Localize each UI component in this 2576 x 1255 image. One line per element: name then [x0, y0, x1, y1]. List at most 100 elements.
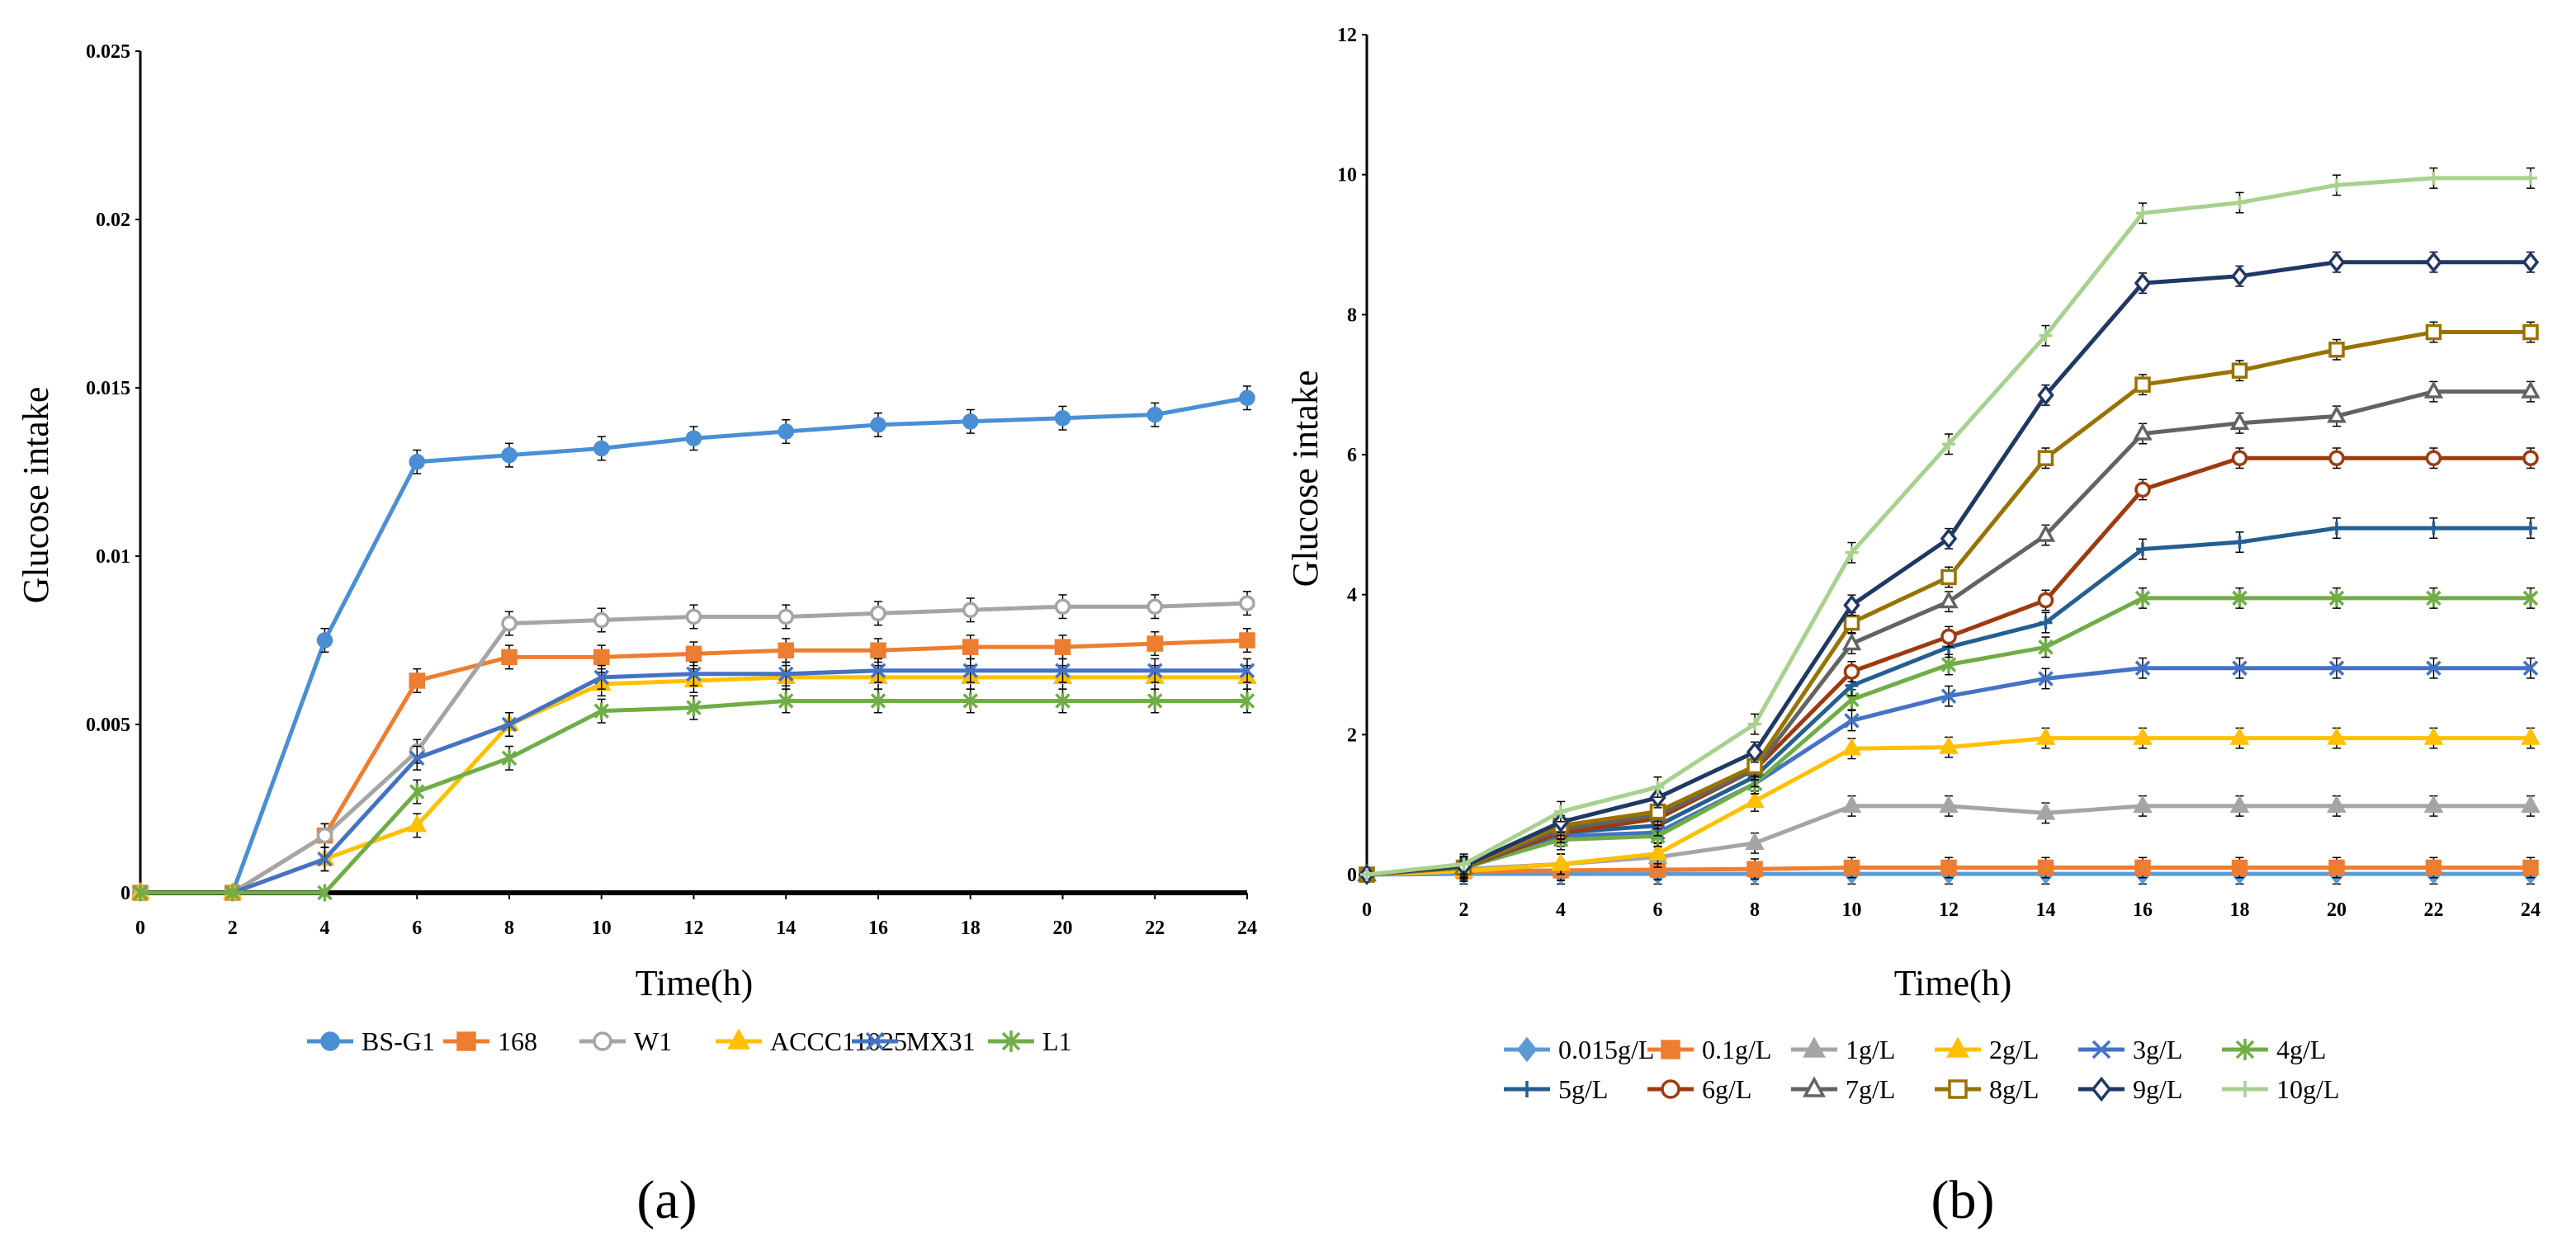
- chart-b-xtick-label: 20: [2327, 899, 2347, 921]
- legend-swatch-marker: [1948, 1079, 1968, 1099]
- legend-swatch-marker: [2092, 1040, 2111, 1059]
- legend-label: 8g/L: [1989, 1074, 2039, 1104]
- data-point: [2425, 251, 2442, 273]
- data-point-stroke: [593, 669, 609, 686]
- data-point: [2328, 450, 2345, 466]
- data-point: [2426, 660, 2441, 676]
- legend-swatch-marker: [320, 1031, 340, 1051]
- data-point-stroke: [409, 750, 425, 767]
- data-point: [2521, 380, 2541, 399]
- data-point: [2330, 178, 2343, 192]
- chart-a-xtick-label: 8: [504, 918, 514, 939]
- data-point: [1551, 853, 1571, 871]
- data-point-stroke: [2522, 660, 2539, 676]
- data-point: [962, 692, 978, 710]
- data-point: [1940, 859, 1957, 876]
- data-point: [501, 649, 518, 666]
- legend-swatch-marker: [865, 1031, 885, 1051]
- chart-b-xtick-label: 12: [1939, 899, 1959, 921]
- data-point: [2035, 727, 2056, 745]
- data-point: [1940, 569, 1957, 586]
- legend-item-168: 168: [443, 1026, 537, 1056]
- data-point: [1239, 389, 1255, 406]
- legend-swatch-marker: [2237, 1081, 2253, 1097]
- data-point: [1746, 861, 1763, 877]
- data-point: [2134, 859, 2151, 876]
- data-point: [870, 663, 886, 678]
- chart-b-xtick-label: 4: [1556, 899, 1566, 921]
- chart-a-xtick-label: 10: [592, 918, 612, 939]
- chart-a-xtick-label: 20: [1053, 918, 1073, 939]
- data-point: [962, 602, 979, 619]
- data-point: [870, 417, 886, 433]
- data-point: [1940, 688, 1957, 704]
- data-point: [2328, 660, 2345, 676]
- chart-b-ytick-label: 0: [1347, 865, 1357, 886]
- data-point: [2522, 450, 2539, 466]
- legend-item-4g-l: 4g/L: [2222, 1035, 2326, 1064]
- data-point-stroke: [2038, 671, 2054, 686]
- data-point: [1942, 437, 1955, 451]
- legend-label: 4g/L: [2276, 1035, 2326, 1064]
- data-point: [2037, 450, 2054, 466]
- data-point: [2522, 323, 2539, 341]
- data-point-stroke: [2328, 660, 2345, 676]
- data-point: [1054, 409, 1071, 427]
- data-point: [1745, 790, 1765, 809]
- data-point: [2136, 206, 2149, 220]
- data-point: [317, 884, 333, 902]
- legend-swatch-marker-stroke: [865, 1031, 885, 1051]
- chart-a-xtick-label: 0: [135, 918, 145, 939]
- data-point: [2037, 592, 2054, 609]
- data-point: [1055, 692, 1071, 710]
- chart-a-ytick-label: 0.01: [96, 546, 130, 568]
- data-point: [778, 642, 794, 658]
- chart-b-ytick-label: 2: [1347, 724, 1357, 746]
- legend-swatch-marker: [1803, 1076, 1826, 1097]
- legend-swatch-marker: [1001, 1031, 1021, 1052]
- chart-a-xtick-label: 24: [1237, 918, 1257, 939]
- data-point: [501, 716, 518, 733]
- chart-a-xtick-label: 12: [684, 918, 704, 939]
- data-point-stroke: [2426, 660, 2441, 676]
- data-point: [1843, 594, 1860, 616]
- data-point-stroke: [317, 851, 333, 867]
- chart-b-ytick-label: 4: [1347, 585, 1357, 606]
- data-point: [778, 666, 794, 682]
- data-point: [1239, 663, 1255, 678]
- chart-b-ytick-label: 6: [1347, 445, 1357, 466]
- data-point: [870, 692, 886, 710]
- data-point: [409, 672, 425, 689]
- panel-label-a: (a): [636, 1170, 697, 1230]
- chart-a-ytick-label: 0.025: [86, 41, 130, 63]
- legend-label: W1: [634, 1026, 672, 1056]
- data-point-stroke: [686, 666, 702, 682]
- data-point: [1054, 598, 1071, 615]
- legend-item-bs-g1: BS-G1: [307, 1026, 435, 1056]
- data-point-stroke: [2232, 660, 2248, 676]
- chart-b-xtick-label: 10: [1842, 899, 1862, 921]
- legend-swatch-marker: [727, 1028, 750, 1050]
- data-point: [593, 649, 610, 666]
- data-point-stroke: [1147, 663, 1163, 678]
- legend-swatch-marker: [1946, 1036, 1969, 1058]
- data-point: [2423, 727, 2444, 745]
- data-point: [1146, 635, 1163, 652]
- data-point: [2134, 272, 2152, 294]
- data-point: [870, 605, 886, 622]
- data-point: [2134, 660, 2151, 676]
- chart-a-legend: BS-G1 168 W1 ACCC11025 MX31 L1: [307, 1026, 1072, 1056]
- data-point: [2133, 727, 2153, 745]
- data-point: [2522, 589, 2539, 607]
- data-point: [1841, 795, 1862, 814]
- data-point: [2425, 859, 2442, 876]
- legend-swatch-marker: [2091, 1076, 2112, 1102]
- data-point: [1748, 717, 1761, 731]
- series-l1: [132, 688, 1255, 902]
- chart-a-xtick-label: 14: [776, 918, 796, 939]
- legend-label: 0.015g/L: [1558, 1035, 1654, 1064]
- data-point: [2038, 638, 2054, 656]
